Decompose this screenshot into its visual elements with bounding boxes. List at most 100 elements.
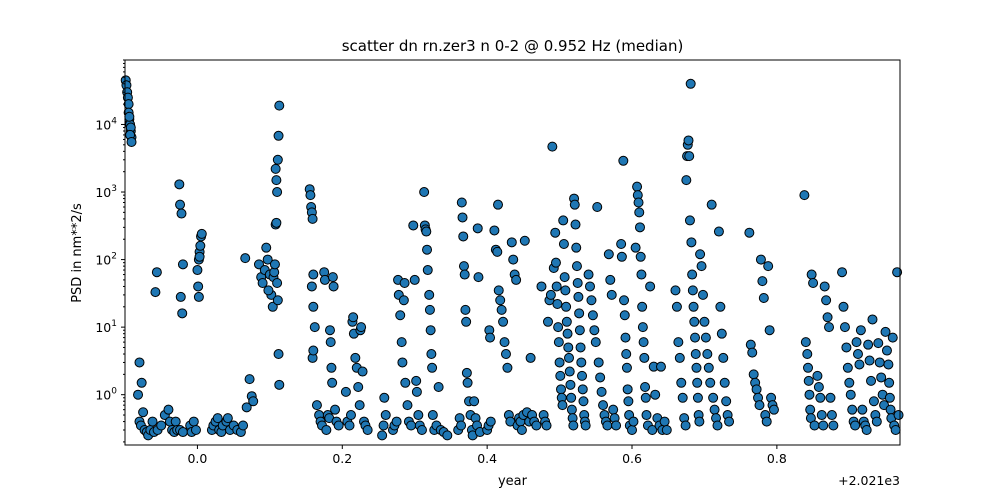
- data-point: [874, 357, 885, 368]
- data-point: [263, 285, 274, 296]
- data-point: [673, 337, 684, 348]
- data-point: [271, 175, 282, 186]
- data-point: [718, 352, 729, 363]
- data-point: [883, 359, 894, 370]
- data-point: [426, 349, 437, 360]
- data-point: [327, 272, 338, 283]
- y-axis-label: PSD in nm**2/s: [70, 203, 85, 303]
- data-point: [519, 235, 530, 246]
- data-point: [136, 377, 147, 388]
- data-point: [330, 404, 341, 415]
- data-point: [306, 281, 317, 292]
- data-point: [574, 325, 585, 336]
- data-point: [126, 137, 137, 147]
- data-point: [570, 219, 581, 230]
- data-point: [489, 225, 500, 236]
- data-point: [402, 400, 413, 411]
- data-point: [244, 374, 255, 385]
- data-point: [806, 269, 817, 280]
- data-point: [195, 240, 206, 251]
- data-point: [261, 242, 272, 253]
- data-point: [340, 386, 351, 397]
- data-point: [686, 237, 697, 248]
- data-point: [188, 416, 199, 427]
- data-point: [272, 295, 283, 306]
- data-point: [655, 361, 666, 372]
- data-point: [585, 281, 595, 292]
- data-point: [892, 267, 903, 278]
- data-point: [461, 316, 472, 327]
- data-point: [692, 392, 703, 403]
- data-point: [606, 289, 617, 300]
- data-point: [589, 325, 600, 336]
- data-point: [511, 274, 522, 285]
- data-point: [324, 325, 335, 336]
- data-point: [362, 425, 373, 436]
- data-point: [413, 410, 424, 421]
- data-point: [647, 425, 658, 436]
- data-point: [694, 416, 705, 427]
- data-point: [637, 301, 648, 312]
- data-point: [273, 349, 284, 360]
- data-point: [433, 381, 444, 392]
- data-point: [885, 404, 896, 415]
- data-point: [641, 410, 652, 421]
- data-point: [622, 384, 633, 395]
- data-point: [816, 410, 827, 421]
- data-point: [855, 325, 866, 336]
- data-point: [553, 322, 564, 333]
- data-point: [508, 254, 519, 265]
- data-point: [311, 400, 322, 411]
- data-point: [620, 332, 631, 343]
- data-point: [630, 242, 641, 253]
- data-point: [274, 100, 285, 111]
- data-point: [687, 269, 698, 280]
- data-point: [257, 278, 268, 288]
- data-point: [328, 281, 339, 292]
- data-point: [627, 425, 638, 436]
- data-point: [556, 384, 567, 395]
- data-point: [692, 377, 703, 388]
- data-point: [854, 359, 865, 370]
- data-points: [120, 75, 904, 441]
- data-point: [325, 337, 336, 348]
- data-point: [803, 362, 814, 373]
- data-point: [175, 199, 186, 210]
- data-point: [500, 349, 511, 360]
- data-point: [321, 425, 332, 436]
- data-point: [326, 362, 337, 373]
- data-point: [353, 381, 364, 392]
- data-point: [850, 420, 861, 431]
- data-point: [826, 410, 837, 421]
- data-point: [634, 222, 645, 233]
- data-point: [887, 332, 898, 343]
- data-point: [458, 231, 469, 242]
- data-point: [587, 310, 598, 321]
- data-point: [712, 420, 723, 431]
- data-point: [267, 301, 278, 312]
- data-point: [677, 392, 688, 403]
- data-point: [805, 404, 816, 415]
- data-point: [456, 197, 467, 208]
- data-point: [272, 187, 283, 198]
- data-point: [592, 202, 603, 213]
- data-point: [461, 367, 472, 378]
- plot-frame: [124, 59, 901, 446]
- data-point: [379, 392, 390, 403]
- data-point: [333, 420, 344, 431]
- data-point: [837, 267, 848, 278]
- data-point: [547, 141, 558, 152]
- data-point: [380, 410, 391, 421]
- data-point: [308, 269, 319, 280]
- data-point: [621, 362, 632, 373]
- data-point: [177, 427, 188, 438]
- data-point: [881, 345, 892, 356]
- data-point: [683, 135, 694, 146]
- data-point: [391, 416, 402, 427]
- data-point: [575, 342, 586, 353]
- data-point: [755, 254, 766, 265]
- data-point: [400, 377, 411, 388]
- data-point: [819, 281, 830, 292]
- data-point: [147, 416, 158, 427]
